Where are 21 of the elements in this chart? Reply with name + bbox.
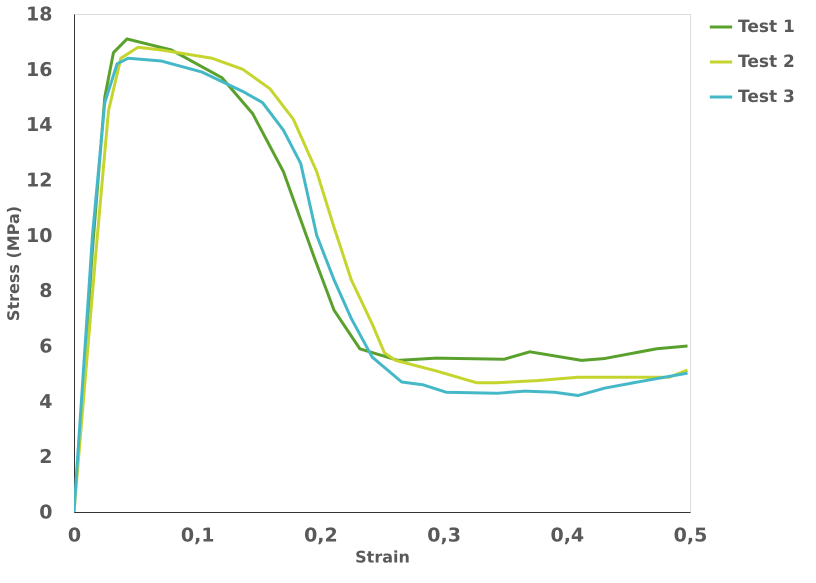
x-tick-label: 0,4 bbox=[550, 524, 584, 546]
x-tick-label: 0,5 bbox=[674, 524, 708, 546]
y-tick-label: 2 bbox=[39, 446, 52, 468]
y-tick-label: 18 bbox=[26, 4, 52, 26]
x-tick-label: 0,1 bbox=[180, 524, 215, 546]
y-tick-label: 12 bbox=[26, 170, 52, 192]
x-axis-title: Strain bbox=[355, 548, 410, 566]
x-tick-label: 0,3 bbox=[427, 524, 461, 546]
y-tick-label: 14 bbox=[26, 114, 52, 136]
y-tick-label: 16 bbox=[26, 58, 52, 81]
y-tick-label: 4 bbox=[39, 390, 52, 413]
y-tick-label: 8 bbox=[39, 280, 52, 302]
y-tick-label: 0 bbox=[39, 502, 52, 524]
legend-label: Test 1 bbox=[738, 17, 795, 37]
legend-label: Test 3 bbox=[738, 87, 795, 107]
legend-label: Test 2 bbox=[738, 52, 795, 72]
y-tick-label: 6 bbox=[39, 336, 52, 358]
y-axis-title: Stress (MPa) bbox=[4, 206, 24, 322]
x-tick-label: 0,2 bbox=[304, 524, 338, 546]
y-tick-label: 10 bbox=[26, 224, 52, 247]
x-tick-label: 0 bbox=[68, 524, 82, 546]
